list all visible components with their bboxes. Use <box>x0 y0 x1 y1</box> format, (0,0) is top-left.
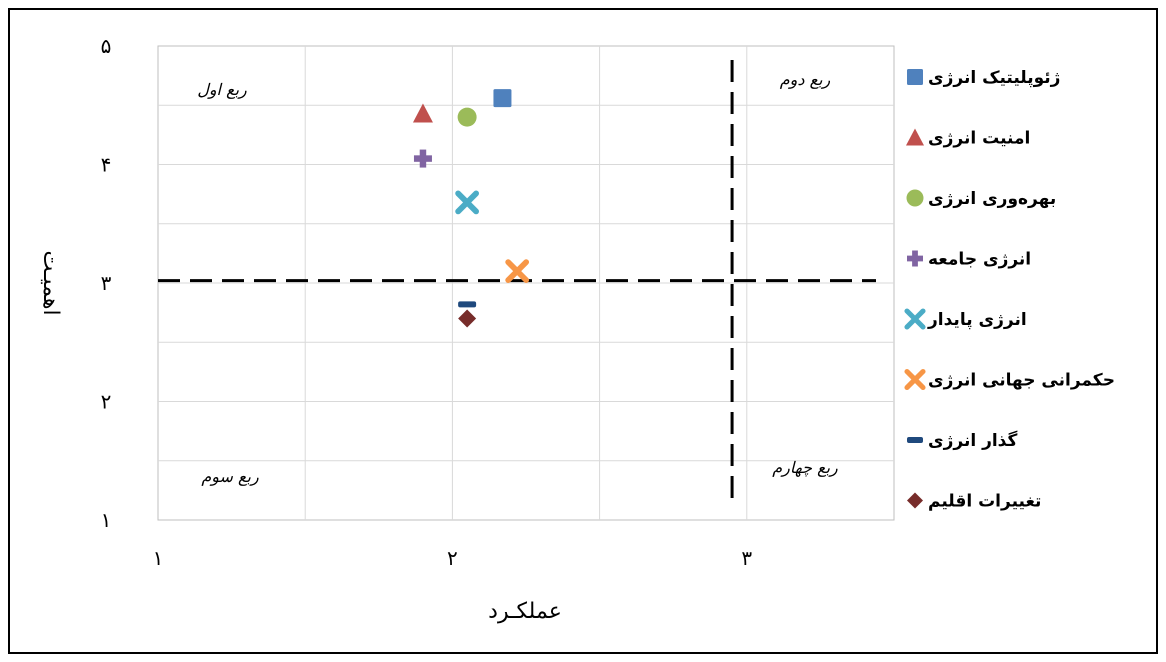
legend-marker-circle-icon <box>906 189 924 207</box>
quadrant-label-4: ربع چهارم <box>772 458 838 477</box>
legend-marker-x-icon <box>904 368 926 391</box>
legend-label: گذار انرژی <box>928 430 1018 451</box>
legend-marker-diamond-icon <box>907 492 923 509</box>
quadrant-label-2: ربع دوم <box>780 70 831 89</box>
x-axis-title: عملکـرد <box>488 599 562 624</box>
quadrant-label-1: ربع اول <box>197 80 247 99</box>
y-tick-label: ۵ <box>101 34 112 58</box>
y-tick-label: ۳ <box>101 271 112 295</box>
x-tick-labels: ۱ ۲ ۳ <box>153 546 753 570</box>
data-point-2 <box>412 103 433 123</box>
quadrant-label-3: ربع سوم <box>201 467 259 486</box>
legend-item: انرژی جامعه <box>907 250 1031 270</box>
data-point-5 <box>455 190 479 215</box>
y-axis-title: اهمیـت <box>38 250 63 315</box>
data-points <box>412 89 530 328</box>
legend-label: امنیت انرژی <box>928 129 1030 149</box>
legend-item: انرژی پایدار <box>904 308 1027 330</box>
legend-item: ژئوپلیتیک انرژی <box>907 68 1060 88</box>
data-point-8 <box>458 309 477 328</box>
legend-item: حکمرانی جهانی انرژی <box>904 368 1115 391</box>
y-tick-label: ۴ <box>101 153 112 177</box>
x-tick-label: ۲ <box>447 546 458 570</box>
legend-item: گذار انرژی <box>907 430 1018 451</box>
legend-marker-triangle-icon <box>906 128 924 146</box>
y-tick-label: ۲ <box>101 390 112 414</box>
legend-marker-square-icon <box>907 69 923 85</box>
legend-label: انرژی جامعه <box>928 250 1031 270</box>
legend-label: بهره‌وری انرژی <box>928 189 1056 209</box>
legend-marker-plus-icon <box>907 250 923 267</box>
data-point-3 <box>457 107 477 127</box>
legend-label: انرژی پایدار <box>927 310 1027 330</box>
x-tick-label: ۱ <box>153 546 164 570</box>
legend-label: ژئوپلیتیک انرژی <box>928 68 1060 88</box>
legend-item: تغییرات اقلیم <box>907 492 1041 512</box>
legend: ژئوپلیتیک انرژی امنیت انرژی بهره‌وری انرژی… <box>904 68 1115 512</box>
y-tick-label: ۱ <box>101 508 112 532</box>
legend-marker-dash-icon <box>907 437 923 443</box>
data-point-7 <box>458 301 477 308</box>
x-tick-label: ۳ <box>741 546 752 570</box>
reference-lines <box>158 60 876 500</box>
legend-marker-x-icon <box>904 308 926 330</box>
legend-item: امنیت انرژی <box>906 128 1030 149</box>
data-point-6 <box>505 259 530 284</box>
legend-item: بهره‌وری انرژی <box>906 189 1056 209</box>
chart-frame <box>8 8 1158 654</box>
data-point-1 <box>493 89 512 108</box>
legend-label: تغییرات اقلیم <box>928 492 1041 512</box>
y-tick-labels: ۱ ۲ ۳ ۴ ۵ <box>101 34 112 532</box>
legend-label: حکمرانی جهانی انرژی <box>928 371 1115 391</box>
data-point-4 <box>413 149 432 168</box>
